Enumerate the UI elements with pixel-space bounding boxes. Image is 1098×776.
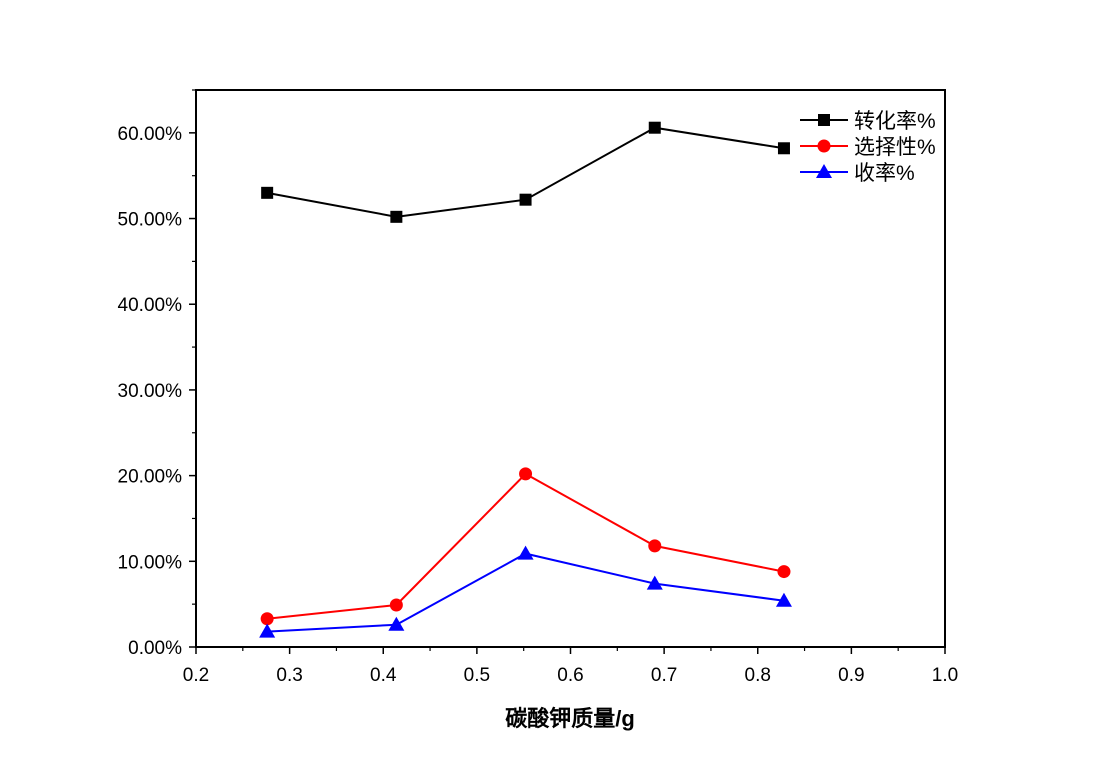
- legend-marker-1: [817, 139, 831, 153]
- y-tick-label: 10.00%: [118, 552, 183, 573]
- data-point-0: [519, 193, 532, 206]
- legend-label-2: 收率%: [854, 162, 915, 185]
- x-tick-label: 0.9: [838, 665, 864, 686]
- legend-label-0: 转化率%: [854, 110, 936, 133]
- x-tick-label: 0.6: [557, 665, 583, 686]
- x-tick-label: 0.5: [464, 665, 490, 686]
- data-point-0: [648, 121, 661, 134]
- data-point-0: [777, 142, 790, 155]
- data-point-1: [389, 598, 403, 612]
- y-tick-label: 50.00%: [118, 210, 183, 231]
- data-point-2: [517, 545, 534, 560]
- data-point-2: [388, 616, 405, 631]
- y-tick-label: 60.00%: [118, 124, 183, 145]
- y-tick-label: 40.00%: [118, 295, 183, 316]
- data-point-1: [519, 467, 533, 481]
- data-point-2: [646, 575, 663, 590]
- y-tick-label: 30.00%: [118, 381, 183, 402]
- data-point-2: [259, 623, 276, 638]
- legend-marker-2: [816, 164, 832, 178]
- data-point-0: [261, 186, 274, 199]
- y-tick-label: 20.00%: [118, 467, 183, 488]
- x-tick-label: 0.3: [276, 665, 302, 686]
- legend-marker-0: [818, 114, 830, 126]
- x-tick-label: 0.8: [745, 665, 771, 686]
- x-tick-label: 0.4: [370, 665, 397, 686]
- x-tick-label: 0.7: [651, 665, 677, 686]
- data-point-1: [777, 565, 791, 579]
- x-tick-label: 0.2: [183, 665, 209, 686]
- data-point-0: [390, 210, 403, 223]
- x-axis-label: 碳酸钾质量/g: [505, 706, 635, 731]
- series-line-2: [267, 552, 785, 633]
- legend-label-1: 选择性%: [854, 136, 936, 159]
- y-tick-label: 0.00%: [128, 638, 182, 659]
- data-point-1: [260, 612, 274, 626]
- data-point-2: [775, 592, 792, 607]
- x-tick-label: 1.0: [932, 665, 958, 686]
- data-point-1: [648, 539, 662, 553]
